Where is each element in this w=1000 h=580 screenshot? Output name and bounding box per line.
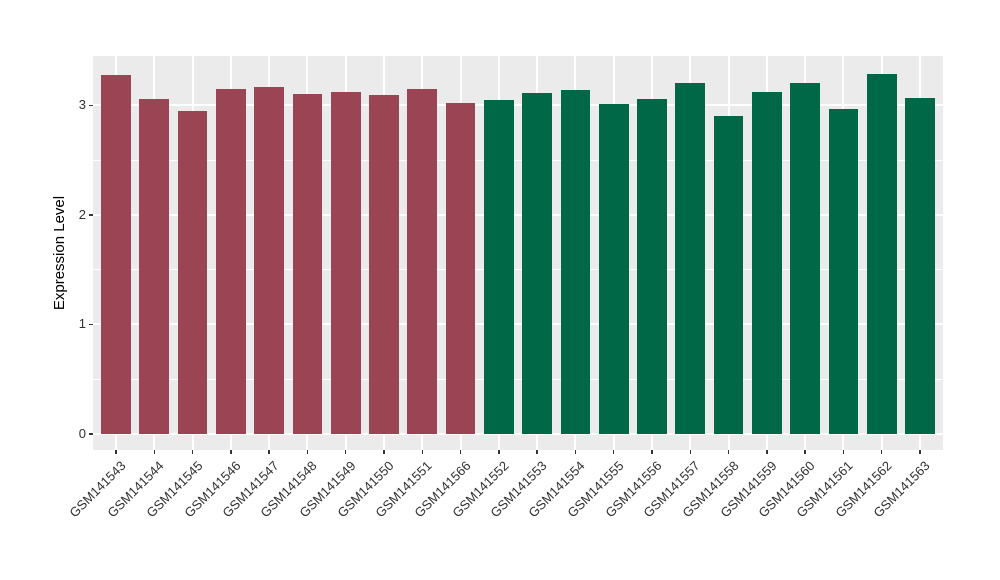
bar [445, 103, 476, 434]
bar [866, 73, 897, 434]
bar [598, 104, 629, 434]
x-tick-mark [727, 450, 730, 454]
x-tick-mark [574, 450, 577, 454]
x-tick-mark [421, 450, 424, 454]
bar [483, 99, 514, 434]
bar [369, 95, 399, 434]
bar [560, 89, 591, 434]
x-tick-mark [536, 450, 538, 454]
bar [713, 116, 744, 434]
bar [751, 92, 782, 434]
bar [790, 83, 821, 434]
bar [905, 97, 935, 434]
x-tick-mark [115, 450, 117, 454]
bar [101, 74, 131, 434]
y-tick-mark [89, 104, 93, 107]
x-tick-mark [383, 450, 385, 454]
y-tick-label: 1 [78, 316, 86, 332]
bar [177, 110, 208, 434]
major-gridline [93, 433, 943, 435]
major-gridline [93, 213, 943, 216]
x-tick-mark [344, 450, 347, 454]
bar [215, 88, 246, 434]
bar [330, 92, 361, 434]
x-tick-mark [919, 450, 921, 454]
bar [139, 98, 170, 434]
minor-gridline [93, 378, 943, 380]
major-gridline [93, 104, 943, 107]
x-tick-mark [153, 450, 156, 454]
y-tick-label: 2 [78, 206, 86, 222]
bar [292, 94, 323, 434]
y-tick-label: 3 [78, 97, 86, 113]
bar [407, 88, 438, 434]
y-tick-mark [89, 214, 93, 216]
minor-gridline [93, 269, 943, 271]
y-axis-title: Expression Level [51, 195, 68, 311]
y-tick-label: 0 [78, 426, 86, 441]
x-tick-mark [804, 450, 806, 454]
bar [675, 83, 706, 434]
y-tick-mark [89, 323, 93, 326]
x-tick-mark [459, 450, 462, 454]
x-tick-mark [766, 450, 768, 454]
x-tick-mark [230, 450, 232, 454]
x-tick-mark [651, 450, 653, 454]
major-gridline [93, 323, 943, 326]
x-tick-mark [880, 450, 883, 454]
x-tick-mark [689, 450, 692, 454]
bar [637, 98, 667, 434]
minor-gridline [93, 159, 943, 161]
x-tick-mark [191, 450, 194, 454]
bar [828, 108, 859, 434]
chart-panel [93, 56, 943, 450]
bar [522, 93, 553, 434]
y-tick-mark [89, 433, 93, 435]
x-tick-mark [842, 450, 845, 454]
x-tick-mark [498, 450, 500, 454]
bar [254, 86, 285, 434]
x-tick-mark [268, 450, 270, 454]
x-tick-mark [612, 450, 615, 454]
x-tick-mark [306, 450, 309, 454]
